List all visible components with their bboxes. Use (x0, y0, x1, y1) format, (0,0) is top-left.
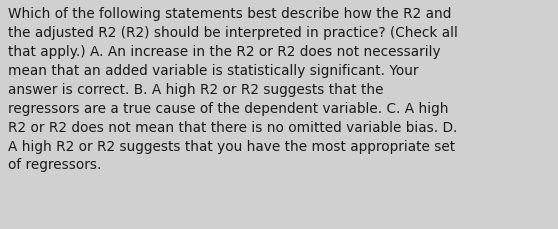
Text: Which of the following statements best describe how the R2 and
the adjusted R2 (: Which of the following statements best d… (8, 7, 458, 172)
